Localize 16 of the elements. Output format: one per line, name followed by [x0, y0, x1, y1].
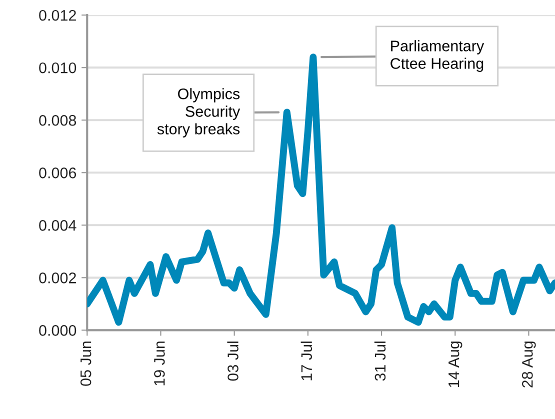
x-tick-label: 03 Jul: [227, 342, 238, 381]
x-tick-label: 05 Jun: [80, 342, 92, 386]
x-tick-label: 17 Jul: [300, 342, 312, 380]
y-tick-label: 0.012: [39, 10, 76, 21]
x-tick-label: 31 Jul: [374, 342, 386, 381]
x-tick-label: 19 Jun: [154, 342, 165, 386]
y-tick-label: 0.008: [39, 114, 76, 126]
x-tick-label: 14 Aug: [448, 342, 462, 387]
y-tick-label: 0.006: [39, 167, 76, 178]
y-tick-label: 0.002: [39, 272, 76, 284]
x-tick-label: 28 Aug: [522, 342, 536, 388]
annotation: Parliamentary Cttee Hearing: [390, 40, 484, 72]
y-tick-label: 0.010: [39, 62, 76, 74]
y-tick-label: 0.004: [39, 220, 76, 231]
y-tick-label: 0.000: [39, 325, 76, 336]
annotation: Olympics Security story breaks: [157, 88, 240, 138]
